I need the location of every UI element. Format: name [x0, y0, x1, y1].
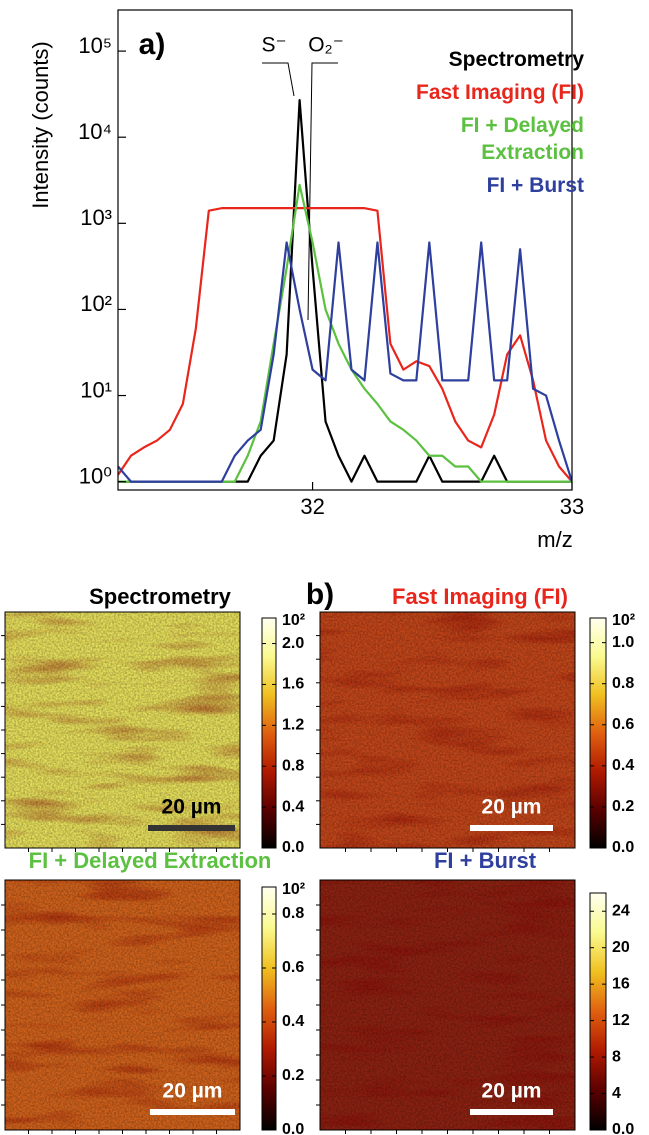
peak-annotation: O₂⁻	[308, 34, 344, 57]
colorbar-tick-label: 0.0	[282, 839, 304, 856]
scale-bar	[470, 1109, 553, 1115]
plot-frame	[117, 9, 573, 491]
colorbar-tick-label: 0.8	[282, 905, 304, 922]
colorbar-tick-label: 12	[612, 1012, 630, 1029]
x-axis-label: m/z	[537, 527, 572, 552]
image-title: Spectrometry	[89, 584, 232, 609]
series-line	[118, 207, 572, 483]
colorbar-tick-label: 1.0	[612, 634, 634, 651]
colorbar	[589, 617, 607, 849]
plot-lines	[118, 98, 572, 483]
ion-image-noise	[320, 880, 575, 1130]
legend-entry: Fast Imaging (FI)	[416, 81, 584, 104]
y-tick-label: 10¹	[80, 377, 112, 402]
x-tick-label: 32	[300, 494, 324, 519]
y-tick-label: 10⁵	[78, 33, 112, 58]
x-tick-label: 33	[560, 494, 584, 519]
colorbar-tick-label: 1.6	[282, 676, 304, 693]
colorbar	[261, 617, 277, 849]
peak-annotation: S⁻	[261, 34, 286, 57]
legend-entry: Spectrometry	[448, 48, 584, 71]
legend: Spectrometry Fast Imaging (FI) FI + Delaye…	[372, 46, 584, 205]
colorbar-tick-label: 0.4	[282, 1013, 304, 1030]
y-tick-label: 10⁰	[79, 463, 112, 488]
scale-bar-label: 20 µm	[482, 1080, 542, 1103]
colorbar-tick-label: 0.8	[282, 757, 304, 774]
series-line	[118, 241, 572, 483]
colorbar-tick-label: 0.8	[612, 675, 634, 692]
colorbar-tick-label: 0.0	[612, 839, 634, 856]
image-title: Fast Imaging (FI)	[392, 584, 568, 609]
colorbar-tick-label: 8	[612, 1048, 621, 1065]
y-tick-label: 10²	[80, 291, 112, 316]
s-bracket	[262, 62, 295, 97]
scale-bar-label: 20 µm	[482, 796, 542, 819]
ion-image-noise	[320, 612, 575, 848]
colorbar-tick-label: 0.2	[282, 1067, 304, 1084]
colorbar-tick-label: 0.0	[612, 1121, 634, 1135]
image-title: FI + Burst	[434, 848, 537, 873]
panel-label: b)	[306, 578, 334, 611]
ion-image-noise	[5, 880, 240, 1130]
image-title: FI + Delayed Extraction	[29, 848, 272, 873]
ion-image-noise	[5, 612, 240, 848]
colorbar	[589, 892, 607, 1131]
colorbar-tick-label: 16	[612, 975, 630, 992]
colorbar-tick-label: 4	[612, 1085, 621, 1102]
legend-entry: FI + Burst	[486, 174, 584, 197]
colorbar	[261, 886, 277, 1131]
series-line	[118, 183, 572, 483]
scale-bar	[470, 825, 553, 831]
y-axis-label: Intensity (counts)	[28, 41, 53, 209]
scale-bar-label: 20 µm	[163, 1080, 223, 1103]
colorbar-tick-label: 20	[612, 939, 630, 956]
y-tick-label: 10³	[80, 205, 112, 230]
colorbar-multiplier: 10²	[282, 881, 305, 898]
colorbar-tick-label: 1.2	[282, 717, 304, 734]
colorbar-tick-label: 2.0	[282, 635, 304, 652]
colorbar-tick-label: 0.0	[282, 1121, 304, 1135]
colorbar-tick-label: 0.6	[282, 959, 304, 976]
colorbar-tick-label: 24	[612, 902, 630, 919]
scale-bar-label: 20 µm	[162, 796, 222, 819]
scale-bar	[150, 1109, 235, 1115]
o2-bracket	[307, 62, 338, 321]
colorbar-tick-label: 0.2	[612, 798, 634, 815]
colorbar-tick-label: 0.4	[282, 798, 304, 815]
panel-label: a)	[139, 28, 166, 61]
colorbar-tick-label: 0.6	[612, 716, 634, 733]
colorbar-tick-label: 0.4	[612, 757, 634, 774]
colorbar-multiplier: 10²	[282, 612, 305, 629]
colorbar-multiplier: 10²	[612, 612, 635, 629]
y-tick-label: 10⁴	[78, 119, 112, 144]
scale-bar	[148, 825, 235, 831]
legend-entry: FI + Delayed Extraction	[460, 114, 584, 164]
